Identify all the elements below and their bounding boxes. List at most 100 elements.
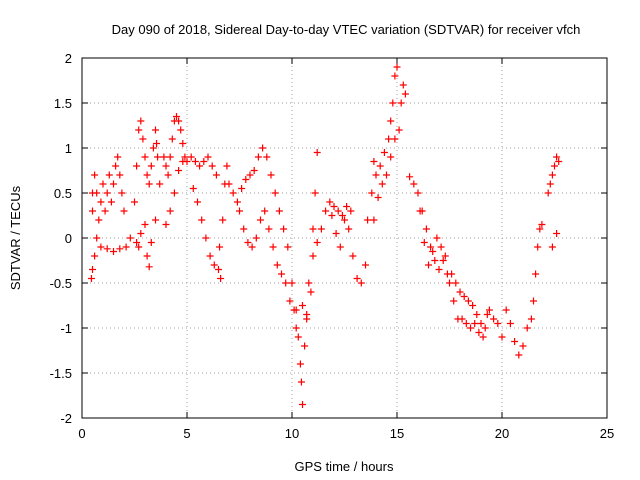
data-point [164, 171, 172, 179]
data-point [422, 225, 430, 233]
data-point [166, 153, 174, 161]
data-point [410, 180, 418, 188]
data-point [114, 153, 122, 161]
data-point [286, 297, 294, 305]
y-axis-label: SDTVAR / TECUs [8, 185, 23, 290]
data-point [456, 288, 464, 296]
data-point [133, 162, 141, 170]
data-point [435, 266, 443, 273]
data-point [311, 189, 319, 197]
data-point [299, 302, 306, 309]
data-point [353, 275, 361, 282]
data-point [162, 221, 170, 228]
data-point [240, 225, 248, 233]
data-point [284, 243, 292, 251]
data-point [555, 158, 563, 165]
data-point [387, 117, 395, 125]
data-point [401, 90, 409, 98]
data-point [168, 135, 176, 143]
data-point [145, 180, 153, 188]
axis-ticks: 0 5 10 15 20 25 -2 -1.5 -1 -0.5 0 0.5 1 1.5 2 [50, 51, 615, 441]
data-point [139, 135, 147, 143]
data-point [254, 153, 262, 161]
data-point [336, 243, 344, 251]
data-point [179, 140, 187, 147]
data-point [215, 266, 222, 273]
data-point [370, 158, 378, 165]
data-point [250, 167, 258, 174]
data-point [483, 311, 491, 318]
data-point [91, 252, 99, 260]
data-point [296, 360, 304, 368]
data-point [204, 153, 212, 161]
data-point [414, 189, 422, 197]
data-point [223, 162, 231, 170]
data-point [498, 333, 506, 341]
data-point [370, 216, 378, 224]
plot-area-frame [81, 57, 608, 419]
data-point [322, 207, 330, 215]
data-point [147, 239, 155, 246]
data-point [431, 257, 439, 264]
data-point [216, 243, 224, 251]
data-point [133, 239, 141, 246]
data-point [219, 216, 227, 224]
data-point [425, 261, 432, 269]
data-point [181, 153, 189, 161]
data-point [236, 207, 243, 215]
grid-lines [82, 58, 607, 418]
data-point [141, 221, 149, 228]
data-point [143, 252, 151, 260]
data-point [208, 162, 216, 170]
data-point [202, 234, 210, 242]
data-point [152, 216, 159, 224]
data-point [152, 126, 159, 134]
data-point [530, 297, 537, 305]
y-tick-label: -1.5 [50, 366, 72, 381]
data-point [395, 126, 403, 134]
y-tick-label: 2 [65, 51, 72, 66]
data-point [135, 243, 143, 251]
data-point [502, 306, 510, 314]
data-point [147, 162, 155, 170]
data-point [137, 117, 145, 125]
data-point [105, 171, 113, 179]
data-point [362, 261, 369, 269]
data-point [91, 171, 99, 179]
data-point [441, 252, 449, 260]
y-tick-label: 0 [65, 231, 72, 246]
data-point [376, 162, 384, 170]
data-point [391, 135, 399, 143]
data-point [481, 324, 489, 332]
data-point [326, 198, 334, 206]
data-point [103, 189, 111, 197]
data-point [523, 324, 531, 332]
data-point [97, 243, 105, 251]
data-point [305, 279, 313, 287]
data-point [349, 252, 357, 260]
data-point [244, 239, 252, 246]
y-tick-label: 1 [65, 141, 72, 156]
data-point [122, 243, 130, 251]
data-point [294, 333, 302, 341]
data-point [271, 189, 279, 197]
data-point [317, 225, 325, 233]
data-point [107, 198, 115, 206]
data-point [391, 72, 399, 80]
data-point [191, 158, 199, 165]
data-point [217, 275, 225, 282]
data-point [194, 198, 201, 206]
data-point [427, 243, 435, 251]
data-point [446, 279, 453, 287]
x-tick-label: 20 [495, 426, 509, 441]
data-point [280, 225, 288, 233]
data-point [313, 239, 321, 246]
x-axis-label: GPS time / hours [295, 459, 394, 474]
data-point [118, 189, 126, 197]
data-point [156, 180, 164, 188]
data-point [143, 171, 151, 179]
data-point [437, 243, 445, 251]
data-point [297, 378, 305, 386]
data-point [212, 171, 220, 179]
